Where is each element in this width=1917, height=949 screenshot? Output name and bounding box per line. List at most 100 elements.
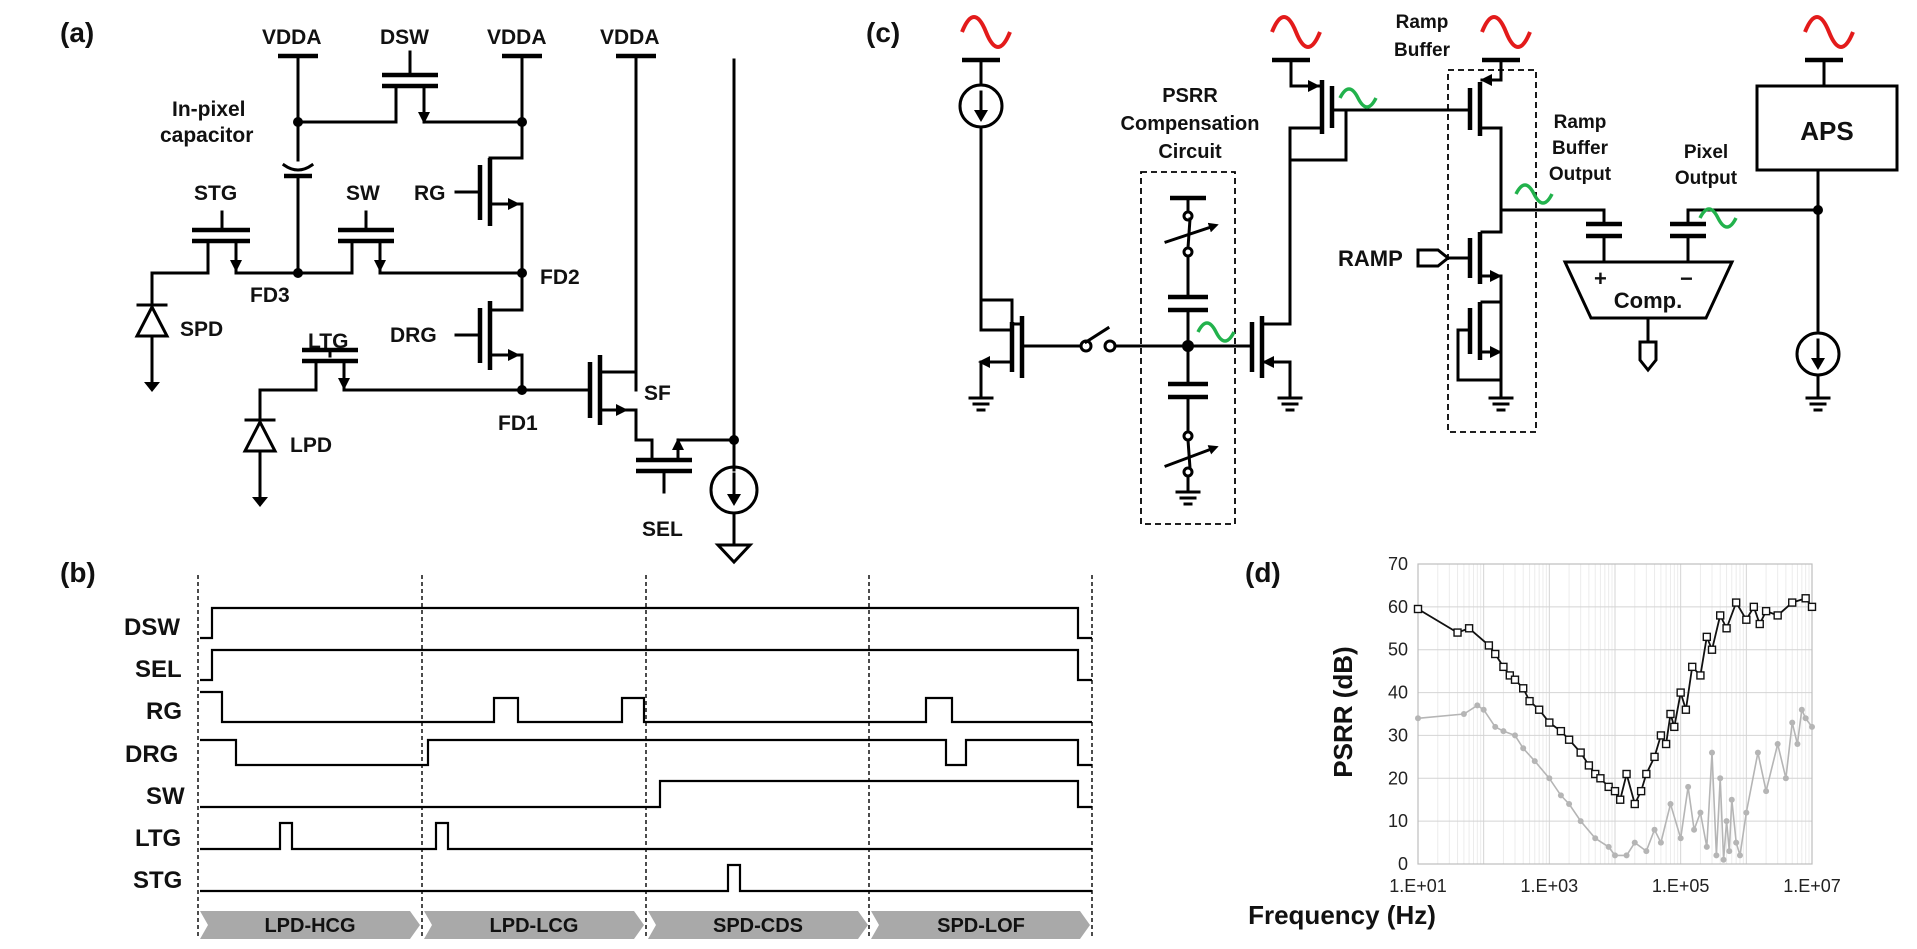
sw-label: SW [346, 182, 380, 205]
data-point-s0 [1742, 615, 1751, 624]
pixel-out-label-2: Output [1675, 168, 1738, 189]
data-point-s1 [1723, 818, 1730, 825]
waveform-drg [200, 738, 1092, 767]
data-point-s1 [1728, 796, 1735, 803]
phase-arrow-4 [871, 911, 1090, 939]
data-point-s0 [1556, 726, 1566, 736]
data-point-s0 [1453, 628, 1462, 637]
data-point-s0 [1630, 799, 1639, 809]
data-point-s1 [1703, 843, 1710, 850]
signal-label-drg: DRG [125, 741, 178, 768]
series-line-1 [1417, 704, 1813, 860]
data-point-s1 [1794, 741, 1801, 747]
signal-label-stg: STG [133, 867, 182, 894]
data-point-s0 [1591, 769, 1600, 779]
data-point-s1 [1685, 783, 1692, 790]
ramp-buffer-label-2: Buffer [1394, 40, 1451, 61]
data-point-s1 [1511, 732, 1518, 739]
data-point-s0 [1596, 774, 1605, 783]
phase-arrow-1 [200, 911, 420, 939]
data-point-s1 [1782, 775, 1789, 782]
y-tick-label: 70 [1388, 554, 1408, 574]
data-point-s0 [1788, 598, 1797, 607]
psrr-block-label-2: Compensation [1121, 113, 1260, 135]
data-point-s0 [1484, 641, 1494, 650]
data-point-s0 [1749, 602, 1759, 612]
psrr-block-label-1: PSRR [1162, 85, 1218, 107]
data-point-s1 [1798, 706, 1805, 713]
plot-frame [1417, 563, 1813, 865]
data-point-s0 [1661, 739, 1671, 749]
data-point-s1 [1577, 818, 1584, 825]
data-point-s0 [1807, 602, 1817, 612]
vdda-label-3: VDDA [600, 26, 660, 49]
chart-ylabel: PSRR (dB) [1328, 646, 1358, 777]
waveform-dsw [200, 606, 1092, 640]
data-point-s0 [1642, 769, 1651, 779]
data-point-s0 [1499, 662, 1508, 672]
data-point-s0 [1707, 645, 1717, 654]
cap-label-2: capacitor [160, 124, 253, 147]
waveform-stg [200, 863, 1092, 893]
data-point-s1 [1657, 839, 1664, 846]
pixel-circuit-a: VDDA VDDA VDDA DSW In-pixel capacitor RG [134, 26, 759, 565]
ramp-out-label-1: Ramp [1554, 112, 1607, 133]
data-point-s1 [1677, 835, 1684, 842]
data-point-s1 [1460, 711, 1467, 717]
spd-label: SPD [180, 318, 223, 341]
data-point-s0 [1676, 688, 1685, 697]
comp-minus: − [1680, 266, 1693, 291]
data-point-s0 [1545, 718, 1554, 727]
x-tick-label: 1.E+01 [1389, 876, 1447, 896]
data-point-s0 [1731, 598, 1741, 607]
data-point-s0 [1564, 735, 1574, 744]
data-point-s1 [1531, 758, 1538, 765]
data-point-s1 [1546, 775, 1553, 782]
fd3-label: FD3 [250, 284, 290, 307]
ramp-buffer-label-1: Ramp [1396, 12, 1449, 33]
data-point-s0 [1584, 761, 1594, 770]
y-tick-label: 50 [1388, 640, 1408, 660]
y-tick-label: 60 [1388, 597, 1408, 617]
rg-label: RG [414, 182, 446, 205]
ltg-label: LTG [308, 330, 348, 353]
y-tick-label: 0 [1398, 854, 1408, 874]
data-point-s1 [1415, 715, 1421, 722]
vdda-label-1: VDDA [262, 26, 322, 49]
data-point-s0 [1722, 624, 1731, 633]
signal-label-sw: SW [146, 783, 185, 810]
data-point-s0 [1534, 705, 1544, 714]
comp-plus: + [1594, 266, 1607, 291]
comparator-label: Comp. [1614, 288, 1682, 313]
data-point-s0 [1636, 786, 1646, 796]
dsw-label: DSW [380, 26, 429, 49]
data-point-s0 [1505, 671, 1514, 680]
data-point-s1 [1720, 856, 1727, 863]
psrr-block-label-3: Circuit [1158, 141, 1222, 163]
signal-label-dsw: DSW [124, 614, 180, 641]
panel-label-c: (c) [866, 17, 900, 48]
data-point-s1 [1623, 852, 1630, 859]
data-point-s0 [1464, 624, 1474, 633]
data-point-s1 [1726, 848, 1733, 855]
signal-label-rg: RG [146, 698, 182, 725]
drg-label: DRG [390, 324, 437, 347]
data-point-s1 [1691, 826, 1698, 833]
compensated-ripple-icon-2 [1338, 87, 1378, 109]
stg-label: STG [194, 182, 237, 205]
data-point-s1 [1733, 839, 1740, 846]
data-point-s1 [1743, 809, 1750, 816]
data-point-s1 [1480, 706, 1487, 713]
fd1-label: FD1 [498, 412, 538, 435]
data-point-s1 [1697, 809, 1704, 816]
phase-arrow-2 [424, 911, 644, 939]
y-tick-label: 20 [1388, 768, 1408, 788]
data-point-s1 [1763, 788, 1770, 795]
phase-label-lpd-hcg: LPD-HCG [264, 915, 355, 937]
ramp-out-label-2: Buffer [1552, 138, 1609, 159]
data-point-s1 [1809, 723, 1815, 730]
sf-label: SF [644, 382, 671, 405]
cap-label-1: In-pixel [172, 98, 246, 121]
phase-label-lpd-lcg: LPD-LCG [490, 915, 579, 937]
